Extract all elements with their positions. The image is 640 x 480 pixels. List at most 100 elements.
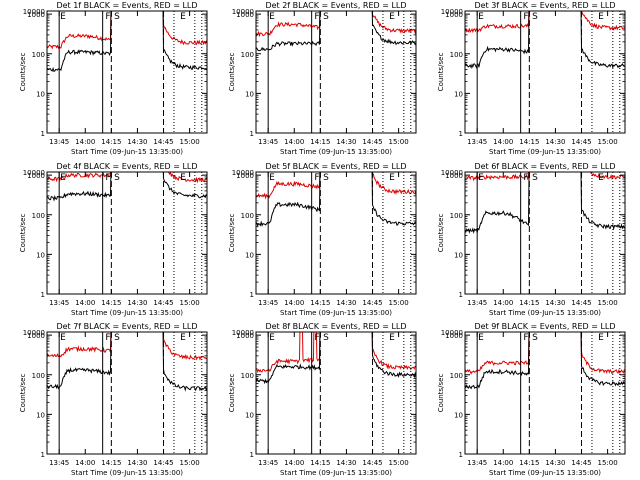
marker-letter: F xyxy=(523,173,528,183)
panel-title: Det 9f BLACK = Events, RED = LLD xyxy=(474,322,615,331)
x-axis-label: Start Time (09-Jun-15 13:35:00) xyxy=(280,469,392,477)
x-tick-label: 14:00 xyxy=(75,459,95,467)
panel-title: Det 8f BLACK = Events, RED = LLD xyxy=(265,322,406,331)
plot-frame xyxy=(46,171,208,295)
y-axis-label: Counts/sec xyxy=(437,53,445,92)
y-tick-label: 100 xyxy=(32,212,45,220)
y-tick-label: 10 xyxy=(454,411,463,419)
marker-letter: E xyxy=(60,173,66,183)
panel-det-9: Det 9f BLACK = Events, RED = LLD E F S E 1 10 1… xyxy=(437,322,626,477)
marker-letter: S xyxy=(532,12,538,22)
x-tick-label: 15:00 xyxy=(389,138,409,146)
marker-letter: E xyxy=(598,173,604,183)
y-axis-label: Counts/sec xyxy=(228,214,236,253)
x-tick-label: 14:15 xyxy=(310,138,330,146)
marker-letter: F xyxy=(314,173,319,183)
x-axis-label: Start Time (09-Jun-15 13:35:00) xyxy=(489,148,601,156)
y-tick-label: 1000 xyxy=(236,11,254,19)
x-tick-label: 14:45 xyxy=(153,299,173,307)
y-tick-label: 10000 xyxy=(441,8,463,16)
y-tick-label: 100 xyxy=(32,372,45,380)
y-tick-label: 10000 xyxy=(441,169,463,177)
x-tick-label: 14:00 xyxy=(284,299,304,307)
series-lld-line xyxy=(465,11,625,34)
series-events-line xyxy=(465,11,625,70)
plot-frame xyxy=(46,331,208,455)
y-tick-label: 100 xyxy=(450,51,463,59)
x-tick-label: 13:45 xyxy=(49,138,69,146)
x-axis-label: Start Time (09-Jun-15 13:35:00) xyxy=(489,469,601,477)
marker-letter: F xyxy=(105,333,110,343)
y-tick-label: 10 xyxy=(245,251,254,259)
x-tick-label: 13:45 xyxy=(467,459,487,467)
x-tick-label: 14:45 xyxy=(362,138,382,146)
y-axis-label: Counts/sec xyxy=(228,374,236,413)
series-events-line xyxy=(256,332,416,385)
y-tick-label: 100 xyxy=(241,372,254,380)
series-events-line xyxy=(47,332,207,392)
x-tick-label: 14:45 xyxy=(571,138,591,146)
y-tick-label: 10 xyxy=(245,411,254,419)
series-lld-line xyxy=(256,172,416,200)
marker-letter: E xyxy=(60,333,66,343)
x-tick-label: 14:45 xyxy=(153,459,173,467)
y-tick-label: 10000 xyxy=(232,169,254,177)
x-tick-label: 15:00 xyxy=(389,459,409,467)
marker-letter: E xyxy=(269,333,275,343)
x-axis-label: Start Time (09-Jun-15 13:35:00) xyxy=(71,469,183,477)
plot-frame xyxy=(255,331,417,455)
panel-det-3: Det 3f BLACK = Events, RED = LLD E F S E 1 10 1… xyxy=(437,1,626,156)
x-tick-label: 14:00 xyxy=(493,138,513,146)
panel-det-7: Det 7f BLACK = Events, RED = LLD E F S E 1 10 1… xyxy=(19,322,208,477)
panel-title: Det 6f BLACK = Events, RED = LLD xyxy=(474,162,615,171)
marker-letter: S xyxy=(114,12,120,22)
x-tick-label: 13:45 xyxy=(49,459,69,467)
y-tick-label: 10000 xyxy=(232,8,254,16)
panel-det-8: Det 8f BLACK = Events, RED = LLD E F S E 1 10 1… xyxy=(228,322,417,477)
y-tick-label: 1 xyxy=(459,451,463,459)
y-axis-label: Counts/sec xyxy=(228,53,236,92)
y-tick-label: 100 xyxy=(241,51,254,59)
marker-letter: E xyxy=(389,173,395,183)
y-tick-label: 1 xyxy=(250,291,254,299)
y-tick-label: 100 xyxy=(450,372,463,380)
panel-title: Det 7f BLACK = Events, RED = LLD xyxy=(56,322,197,331)
x-tick-label: 14:15 xyxy=(310,299,330,307)
y-tick-label: 10 xyxy=(245,90,254,98)
y-tick-label: 10000 xyxy=(23,169,45,177)
series-lld-line xyxy=(465,332,625,375)
marker-letter: E xyxy=(180,12,186,22)
marker-letter: E xyxy=(180,173,186,183)
x-tick-label: 14:15 xyxy=(101,138,121,146)
y-tick-label: 1000 xyxy=(445,172,463,180)
x-axis-label: Start Time (09-Jun-15 13:35:00) xyxy=(71,309,183,317)
panel-title: Det 1f BLACK = Events, RED = LLD xyxy=(56,1,197,10)
y-tick-label: 1 xyxy=(41,130,45,138)
marker-letter: E xyxy=(60,12,66,22)
x-tick-label: 14:15 xyxy=(519,138,539,146)
y-tick-label: 1 xyxy=(250,451,254,459)
plot-frame xyxy=(255,10,417,134)
x-tick-label: 14:15 xyxy=(519,299,539,307)
marker-letter: S xyxy=(532,173,538,183)
x-tick-label: 14:30 xyxy=(127,459,147,467)
y-tick-label: 1000 xyxy=(445,11,463,19)
y-tick-label: 10000 xyxy=(23,329,45,337)
x-tick-label: 14:45 xyxy=(571,299,591,307)
x-tick-label: 15:00 xyxy=(180,138,200,146)
x-axis-label: Start Time (09-Jun-15 13:35:00) xyxy=(280,309,392,317)
y-tick-label: 10000 xyxy=(441,329,463,337)
y-tick-label: 10000 xyxy=(232,329,254,337)
marker-letter: E xyxy=(598,12,604,22)
marker-letter: F xyxy=(314,12,319,22)
marker-letter: S xyxy=(323,173,329,183)
y-tick-label: 10 xyxy=(36,90,45,98)
x-axis-label: Start Time (09-Jun-15 13:35:00) xyxy=(489,309,601,317)
marker-letter: F xyxy=(314,333,319,343)
y-axis-label: Counts/sec xyxy=(19,374,27,413)
x-tick-label: 15:00 xyxy=(180,299,200,307)
marker-letter: F xyxy=(105,173,110,183)
x-tick-label: 15:00 xyxy=(598,299,618,307)
y-tick-label: 1 xyxy=(41,291,45,299)
x-tick-label: 15:00 xyxy=(389,299,409,307)
